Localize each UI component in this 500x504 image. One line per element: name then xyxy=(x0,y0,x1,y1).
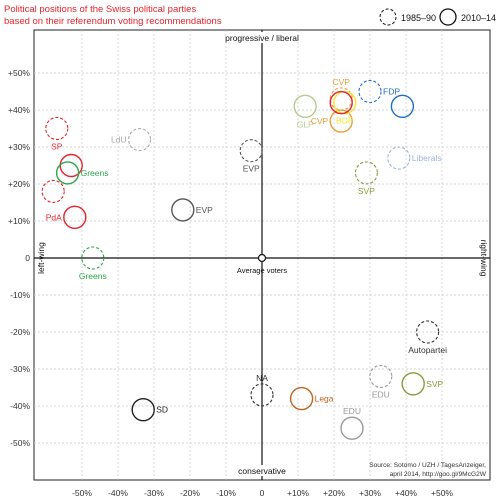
legend-dashed-marker xyxy=(379,8,397,26)
party-label-sp: SP xyxy=(51,142,63,152)
party-point-autopartei xyxy=(416,320,440,344)
y-tick-label: +40% xyxy=(8,105,30,115)
party-label-pda: PdA xyxy=(46,212,62,222)
party-point-na xyxy=(250,383,274,407)
y-tick-label: +50% xyxy=(8,68,30,78)
party-label-edu: EDU xyxy=(372,389,390,399)
legend-label-2010-14: 2010–14 xyxy=(461,13,496,23)
x-tick-label: -40% xyxy=(108,488,128,498)
x-tick-label: +50% xyxy=(431,488,453,498)
x-tick-label: +10% xyxy=(287,488,309,498)
party-point-cvp xyxy=(329,109,353,133)
x-tick-label: 0 xyxy=(260,488,265,498)
party-point-edu xyxy=(340,416,364,440)
party-label-sd: SD xyxy=(156,405,168,415)
party-point-sd xyxy=(131,398,155,422)
axis-label-left: left-wing xyxy=(36,242,46,274)
axis-label-bottom: conservative xyxy=(238,466,286,476)
y-tick-label: +30% xyxy=(8,142,30,152)
party-point-liberals xyxy=(387,146,411,170)
party-label-fdp: FDP xyxy=(383,87,400,97)
x-tick-label: -20% xyxy=(180,488,200,498)
legend: 1985–90 2010–14 xyxy=(379,8,496,26)
y-tick-label: 0 xyxy=(25,253,30,263)
legend-label-1985-90: 1985–90 xyxy=(401,13,436,23)
source-line-2: april 2014, http://goo.gl/9McG2W xyxy=(390,471,487,478)
top-label-bg xyxy=(230,32,296,43)
axis-label-top: progressive / liberal xyxy=(225,33,299,43)
party-label-evp: EVP xyxy=(243,164,260,174)
party-point-svp xyxy=(354,161,378,185)
x-tick-label: -30% xyxy=(144,488,164,498)
party-point-glp xyxy=(293,94,317,119)
x-tick-label: -50% xyxy=(72,488,92,498)
party-label-autopartei: Autopartei xyxy=(408,345,447,355)
y-tick-label: -10% xyxy=(10,290,30,300)
party-point-evp xyxy=(239,139,263,163)
average-voters-marker xyxy=(257,253,267,263)
party-label-bdp: BDP xyxy=(336,116,354,126)
y-tick-label: +10% xyxy=(8,216,30,226)
party-label-cvp: CVP xyxy=(332,77,350,87)
tick-labels: -50% -40% -30% -20% -10% 0 +10% +20% +30% +40% +50… xyxy=(8,68,453,498)
x-tick-label: +30% xyxy=(359,488,381,498)
y-tick-label: -40% xyxy=(10,401,30,411)
party-label-greens: Greens xyxy=(81,168,109,178)
party-label-svp: SVP xyxy=(358,186,375,196)
party-point-ldu xyxy=(128,128,152,152)
party-point-greens xyxy=(55,161,80,185)
party-point-unlabeled xyxy=(329,90,353,115)
legend-solid-marker xyxy=(439,8,457,26)
party-point-edu xyxy=(369,364,393,388)
x-tick-label: +40% xyxy=(395,488,417,498)
party-point-fdp xyxy=(358,79,382,104)
x-tick-label: +20% xyxy=(323,488,345,498)
party-label-svp: SVP xyxy=(426,379,443,389)
chart-title-line-1: Political positions of the Swiss politic… xyxy=(4,4,196,15)
party-point-unlabeled xyxy=(390,94,415,119)
y-tick-label: +20% xyxy=(8,179,30,189)
party-label-lega: Lega xyxy=(315,394,334,404)
party-label-edu: EDU xyxy=(343,406,361,416)
party-label-ldu: LdU xyxy=(111,135,127,145)
bottom-label-bg xyxy=(233,465,291,476)
y-tick-label: -50% xyxy=(10,438,30,448)
chart-title-line-2: based on their referendum voting recomme… xyxy=(4,16,222,27)
average-voters-label: Average voters xyxy=(237,266,288,275)
source-line-1: Source: Sotomo / UZH / TagesAnzeiger, xyxy=(369,462,486,469)
party-label-cvp: CVP xyxy=(311,116,329,126)
party-point-svp xyxy=(401,372,425,396)
y-tick-label: -20% xyxy=(10,327,30,337)
party-label-liberals: Liberals xyxy=(412,153,442,163)
party-point-evp xyxy=(171,198,195,222)
party-point-sp xyxy=(45,116,69,141)
party-point-greens xyxy=(81,246,105,270)
party-point-pda xyxy=(63,205,87,230)
axis-label-right: right-wing xyxy=(479,240,489,277)
party-point-lega xyxy=(289,386,314,411)
party-point-unlabeled xyxy=(41,179,65,203)
party-label-greens: Greens xyxy=(79,271,107,281)
party-label-glp: GLP xyxy=(297,119,314,129)
x-tick-label: -10% xyxy=(216,488,236,498)
party-label-evp: EVP xyxy=(196,205,213,215)
party-label-na: NA xyxy=(256,373,268,383)
y-tick-label: -30% xyxy=(10,364,30,374)
